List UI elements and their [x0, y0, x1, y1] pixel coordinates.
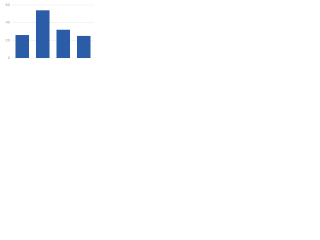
- y-tick-label: 20: [6, 37, 11, 42]
- y-tick-label: 60: [6, 2, 11, 7]
- chart: 0 20 40 60: [6, 2, 94, 60]
- bar: [15, 35, 30, 58]
- bar: [56, 29, 71, 58]
- bar: [35, 10, 50, 59]
- bar: [76, 35, 91, 58]
- y-tick-label: 0: [8, 55, 11, 60]
- y-tick-label: 40: [6, 20, 11, 25]
